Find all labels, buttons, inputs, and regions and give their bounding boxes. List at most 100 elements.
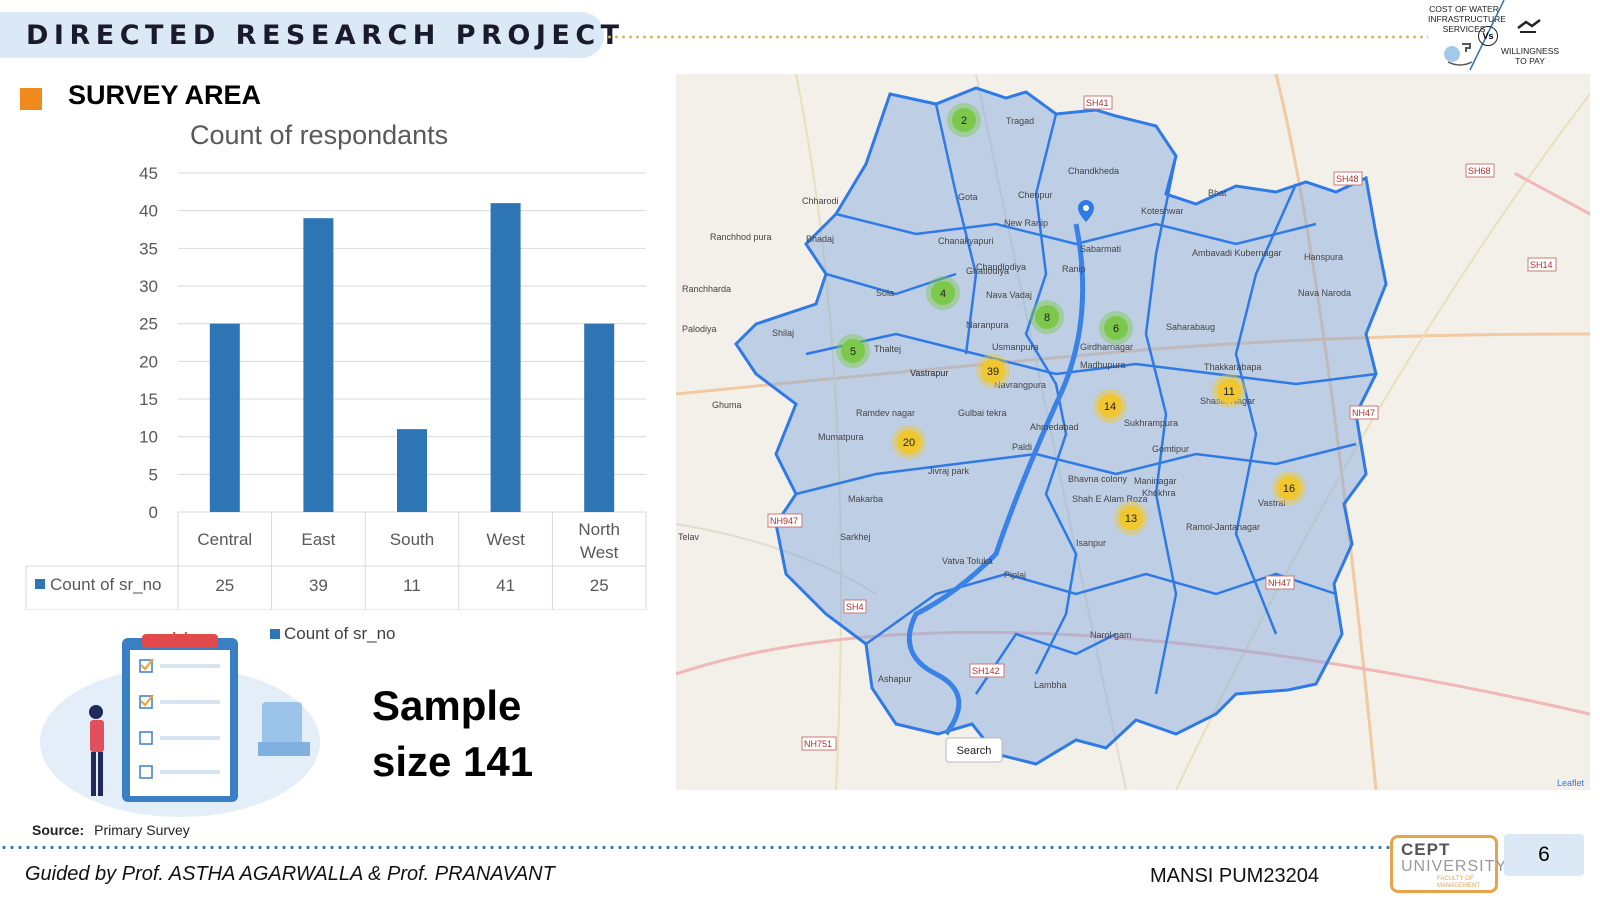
cluster-count: 20 [903,437,915,449]
y-tick-label: 10 [139,428,158,447]
cluster-count: 4 [940,288,946,300]
cluster-count: 2 [961,115,967,127]
cluster-count: 14 [1104,401,1116,413]
map-place-label: Ghatlodiya [966,266,1009,276]
footer-dotted-line [0,845,1390,850]
map-place-label: Ahmedabad [1030,422,1079,432]
map-place-label: Khokhra [1142,488,1176,498]
map-place-label: Mumatpura [818,432,864,442]
map-place-labels: Tragad Chandkheda Gota Chenpur New Ranip Chan… [678,116,1351,690]
road-label: NH947 [770,516,798,526]
cluster-marker[interactable] [1104,316,1128,340]
university-logo-line2: UNIVERSITY [1401,858,1508,875]
university-logo: CEPT UNIVERSITY FACULTY OF MANAGEMENT [1390,835,1506,893]
map-place-label: Chandlodiya [976,262,1026,272]
road-shield [1527,257,1557,272]
map-place-label: Chharodi [802,196,839,206]
cluster-marker[interactable] [1098,394,1122,418]
cluster-marker[interactable] [841,339,865,363]
project-logo: COST OF WATER INFRASTRUCTURE SERVICES Vs… [1426,0,1600,72]
y-tick-label: 35 [139,239,158,258]
map-place-label: Gomtipur [1152,444,1189,454]
cluster-marker[interactable] [931,281,955,305]
cluster-marker[interactable] [1119,506,1143,530]
road-shield [1083,95,1113,110]
x-category-label: South [390,530,434,549]
bar [490,203,521,512]
table-value: 39 [309,576,328,595]
road-label: NH47 [1352,408,1375,418]
cluster-marker[interactable] [1217,379,1241,403]
header-banner [0,12,604,58]
road-label: SH68 [1468,166,1491,176]
map-place-label: Paldi [1012,442,1032,452]
map-search-label: Search [957,745,992,757]
map-place-label: Chanakyapuri [938,236,994,246]
table-series-label: Count of sr_no [50,575,162,594]
table-value: 11 [403,576,421,595]
university-logo-line1: CEPT [1401,840,1451,859]
survey-area-map[interactable]: Tragad Chandkheda Gota Chenpur New Ranip Chan… [676,74,1590,790]
cluster-count: 5 [850,346,856,358]
map-place-label: Chenpur [1018,190,1053,200]
page-number: 6 [1504,834,1584,876]
header-dotted-line [606,35,1428,39]
vs-badge: Vs [1478,26,1498,46]
logo-left-text: COST OF WATER INFRASTRUCTURE SERVICES [1428,4,1506,34]
water-tap-icon [1444,43,1473,66]
y-tick-label: 15 [139,390,158,409]
x-category-label: West [486,530,525,549]
guided-by: Guided by Prof. ASTHA AGARWALLA & Prof. … [25,863,555,885]
map-search-button[interactable]: Search [945,737,1003,763]
road-shield [801,736,837,751]
map-place-label: Navrangpura [994,380,1046,390]
road-label: NH47 [1268,578,1291,588]
map-place-label: Maninagar [1134,476,1177,486]
map-place-label: Ramol-Jantanagar [1186,522,1260,532]
ward-boundaries [795,103,1377,695]
university-logo-line3: FACULTY OF MANAGEMENT [1437,876,1481,889]
cluster-marker[interactable] [897,430,921,454]
cluster-count: 6 [1113,323,1119,335]
cluster-count: 8 [1044,312,1050,324]
map-place-label: Girdharnagar [1080,342,1133,352]
map-place-label: Jivraj park [928,466,970,476]
cluster-count: 11 [1223,386,1234,398]
map-place-label: Makarba [848,494,883,504]
road-label: SH142 [972,666,1000,676]
map-place-label: Lambha [1034,680,1067,690]
map-place-label: Ranchharda [682,284,731,294]
map-place-label: Vastrapur [910,368,948,378]
y-tick-label: 25 [139,315,158,334]
map-place-label: Piplaj [1004,570,1026,580]
road-shield [1465,163,1495,178]
y-tick-label: 5 [149,465,158,484]
location-pin-icon[interactable] [1078,200,1094,222]
map-place-label: Isanpur [1076,538,1106,548]
map-place-label: Ghuma [712,400,742,410]
source-note: Source: Primary Survey [32,822,190,838]
map-place-label: Madhupura [1080,360,1126,370]
map-place-label: Gota [958,192,978,202]
cluster-marker[interactable] [1035,305,1059,329]
sample-line-2: size 141 [372,738,534,785]
table-value: 25 [215,576,234,595]
bar [397,429,427,512]
map-place-label: Sarkhej [840,532,871,542]
map-place-label: Bhat [1208,188,1227,198]
bar-chart: 0 5 10 15 20 25 30 35 40 45 Central 25 East 39 South 11… [25,164,647,610]
table-value: 25 [590,576,609,595]
cluster-marker[interactable] [952,108,976,132]
map-place-label: Bhadaj [806,234,834,244]
map-clusters[interactable]: 2 4 8 6 5 39 14 11 20 16 13 [836,103,1306,535]
map-attribution[interactable]: Leaflet [1557,778,1585,788]
map-place-label: Ranchhod pura [710,232,772,242]
cluster-marker[interactable] [1277,476,1301,500]
y-tick-label: 0 [149,503,158,522]
map-place-label: Ambavadi Kubernagar [1192,248,1282,258]
bar [303,218,334,512]
map-place-label: Ashapur [878,674,912,684]
map-place-label: Hanspura [1304,252,1343,262]
map-place-label: Shah E Alam Roza [1072,494,1148,504]
cluster-marker[interactable] [981,359,1005,383]
